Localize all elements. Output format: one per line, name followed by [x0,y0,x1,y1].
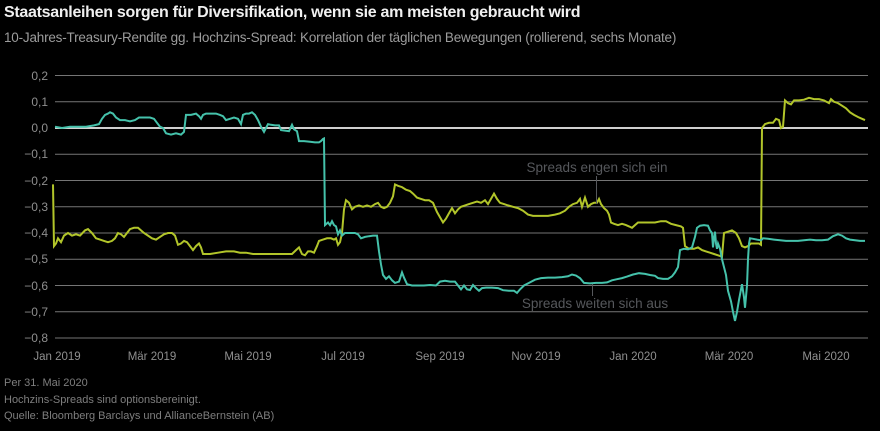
annotation-spreads-tighten: Spreads engen sich ein [526,160,668,175]
y-axis-label: −0,2 [24,173,48,188]
y-axis-label: 0,1 [31,94,48,109]
series-teal_line [54,111,865,322]
y-axis-label: −0,6 [24,278,48,293]
footnote-options-adjusted: Hochzins-Spreads sind optionsbereinigt. [4,393,201,406]
chart-footer: Per 31. Mai 2020 Hochzins-Spreads sind o… [4,377,275,428]
x-axis-label: Nov 2019 [511,351,561,363]
chart-subtitle: 10-Jahres-Treasury-Rendite gg. Hochzins-… [4,30,677,45]
x-axis-label: Mai 2020 [802,351,850,363]
y-axis-label: −0,8 [24,331,48,345]
chart-title: Staatsanleihen sorgen für Diversifikatio… [4,4,581,21]
x-axis-label: Mär 2020 [704,351,754,363]
y-axis-label: −0,1 [24,147,48,162]
x-axis-label: Mär 2019 [127,351,177,363]
annotation-spreads-tighten-leader-line [596,176,597,204]
y-axis-label: 0,0 [31,121,48,135]
y-axis-label: −0,5 [24,252,48,267]
series-yellow_green_line [52,96,866,258]
x-axis-label: Jan 2019 [33,351,81,363]
y-axis-label: 0,2 [31,68,48,83]
y-axis-label: −0,4 [24,226,48,240]
annotation-spreads-widen: Spreads weiten sich aus [521,296,669,311]
source-line: Quelle: Bloomberg Barclays und AllianceB… [4,410,275,422]
x-axis-label: Sep 2019 [415,351,465,363]
y-axis-label: −0,3 [24,199,48,214]
as-of-date: Per 31. Mai 2020 [4,377,88,389]
y-axis-label: −0,7 [24,304,48,319]
x-axis-label: Jan 2020 [609,351,657,363]
annotation-spreads-widen-leader-line [592,284,593,296]
x-axis-label: Jul 2019 [321,351,365,363]
x-axis-label: Mai 2019 [224,351,272,363]
